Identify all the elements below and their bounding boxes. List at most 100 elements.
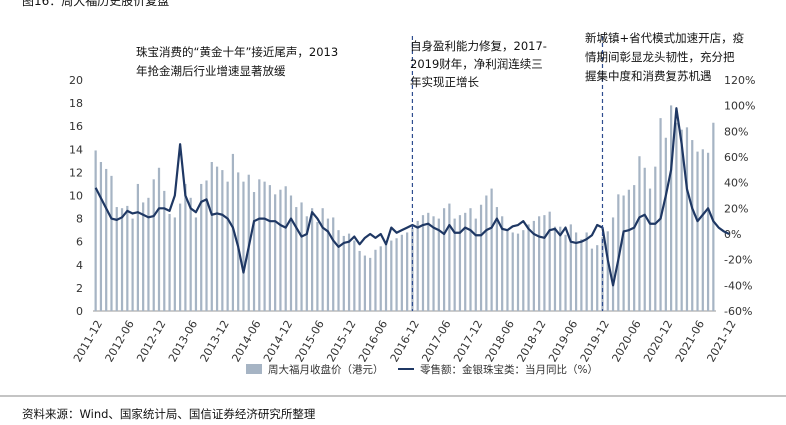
price-bar bbox=[152, 179, 155, 311]
price-bar bbox=[189, 197, 192, 311]
price-bar bbox=[442, 208, 446, 311]
price-bar bbox=[342, 235, 345, 311]
price-bar bbox=[326, 218, 330, 311]
price-bar bbox=[379, 246, 382, 311]
price-bar bbox=[226, 181, 229, 311]
x-tick-label: 2016-06 bbox=[356, 318, 390, 364]
price-bar bbox=[469, 208, 472, 311]
price-bar bbox=[384, 241, 388, 311]
y-right-tick-label: 60% bbox=[724, 151, 748, 164]
price-bar bbox=[664, 137, 667, 311]
y-left-tick-label: 12 bbox=[69, 166, 83, 179]
price-bar bbox=[701, 149, 704, 311]
source-note: 资料来源：Wind、国家统计局、国信证券经济研究所整理 bbox=[22, 407, 316, 421]
price-bar bbox=[94, 150, 97, 311]
price-bar bbox=[358, 250, 361, 311]
price-bar bbox=[369, 257, 372, 311]
price-bar bbox=[490, 188, 493, 311]
y-right-tick-label: -60% bbox=[724, 305, 752, 318]
price-bar bbox=[157, 167, 161, 311]
price-bar bbox=[448, 203, 451, 311]
price-bar bbox=[548, 211, 551, 311]
price-bar bbox=[173, 217, 176, 311]
price-bar bbox=[685, 127, 689, 311]
y-left-tick-label: 20 bbox=[69, 74, 83, 87]
price-bar bbox=[374, 249, 377, 311]
price-bar bbox=[522, 230, 525, 311]
price-bar bbox=[215, 166, 219, 312]
x-tick-label: 2020-12 bbox=[641, 318, 675, 364]
legend-bar-swatch bbox=[246, 364, 262, 374]
price-bar bbox=[284, 186, 287, 311]
price-bar bbox=[622, 195, 625, 311]
price-bar bbox=[543, 215, 546, 311]
price-bar bbox=[670, 105, 673, 311]
price-bar bbox=[627, 189, 630, 311]
x-tick-label: 2020-06 bbox=[609, 318, 643, 364]
annotation-text: 年实现正增长 bbox=[410, 75, 479, 89]
y-left-tick-label: 6 bbox=[76, 236, 83, 249]
annotation-text: 年抢金潮后行业增速显著放缓 bbox=[136, 64, 286, 78]
price-bar bbox=[231, 153, 235, 311]
price-bar bbox=[464, 212, 467, 311]
price-bar bbox=[437, 218, 440, 311]
price-bar bbox=[680, 129, 683, 311]
annotation-text: 珠宝消费的“黄金十年”接近尾声，2013 bbox=[136, 45, 338, 59]
price-bar bbox=[110, 175, 113, 311]
y-right-tick-label: -20% bbox=[724, 254, 752, 267]
y-left-tick-label: 16 bbox=[69, 120, 83, 133]
price-bar bbox=[268, 185, 271, 311]
price-bar bbox=[691, 140, 694, 311]
price-bar bbox=[258, 179, 261, 311]
price-bar bbox=[569, 224, 572, 312]
price-bar bbox=[654, 166, 657, 312]
price-bar bbox=[99, 162, 103, 311]
price-bar bbox=[142, 202, 145, 311]
price-bar bbox=[606, 231, 609, 311]
y-left-tick-label: 10 bbox=[69, 190, 83, 203]
price-bar bbox=[289, 195, 293, 311]
price-bar bbox=[311, 208, 314, 311]
price-bar bbox=[559, 226, 562, 311]
y-left-tick-label: 14 bbox=[69, 143, 83, 156]
price-bar bbox=[527, 224, 530, 312]
price-bar bbox=[252, 192, 256, 311]
y-left-tick-label: 0 bbox=[76, 305, 83, 318]
x-tick-label: 2015-12 bbox=[324, 318, 358, 364]
price-bar bbox=[237, 172, 240, 311]
price-bar bbox=[279, 189, 282, 311]
price-bar bbox=[453, 218, 456, 311]
x-tick-label: 2013-12 bbox=[198, 318, 232, 364]
price-bar bbox=[147, 197, 150, 311]
annotation-text: 2019财年，净利润连续三 bbox=[410, 57, 543, 71]
y-right-tick-label: 40% bbox=[724, 177, 748, 190]
x-tick-label: 2019-06 bbox=[546, 318, 580, 364]
x-tick-label: 2017-06 bbox=[419, 318, 453, 364]
price-bar bbox=[353, 240, 356, 311]
y-left-tick-label: 18 bbox=[69, 97, 83, 110]
price-bar bbox=[511, 232, 514, 311]
page-title: 图16：周大福历史股价复盘 bbox=[22, 0, 170, 8]
x-tick-label: 2021-12 bbox=[704, 318, 738, 364]
price-bar bbox=[580, 239, 583, 311]
x-tick-label: 2012-12 bbox=[134, 318, 168, 364]
price-bar bbox=[400, 234, 403, 311]
price-bar bbox=[648, 188, 652, 311]
price-bar bbox=[126, 205, 129, 311]
price-bar bbox=[242, 181, 245, 311]
x-tick-label: 2021-06 bbox=[673, 318, 707, 364]
price-bar bbox=[458, 215, 462, 311]
price-bar bbox=[295, 207, 298, 311]
price-bar bbox=[184, 183, 187, 311]
x-tick-label: 2018-06 bbox=[483, 318, 517, 364]
price-bar bbox=[501, 216, 504, 311]
stock-vs-retail-chart: 0 2 4 6 8 10 12 14 16 18 20 -60% -40% -20% 0% 20% 40% 60%… bbox=[0, 31, 786, 397]
price-bar bbox=[643, 167, 646, 311]
price-bar bbox=[590, 248, 594, 311]
price-bar bbox=[406, 232, 409, 311]
price-bar bbox=[506, 230, 509, 311]
price-bar bbox=[263, 181, 266, 311]
annotation-text: 握集中度和消费复苏机遇 bbox=[585, 69, 712, 83]
price-bar bbox=[210, 162, 213, 311]
legend-bar-label: 周大福月收盘价（港元） bbox=[268, 363, 384, 376]
